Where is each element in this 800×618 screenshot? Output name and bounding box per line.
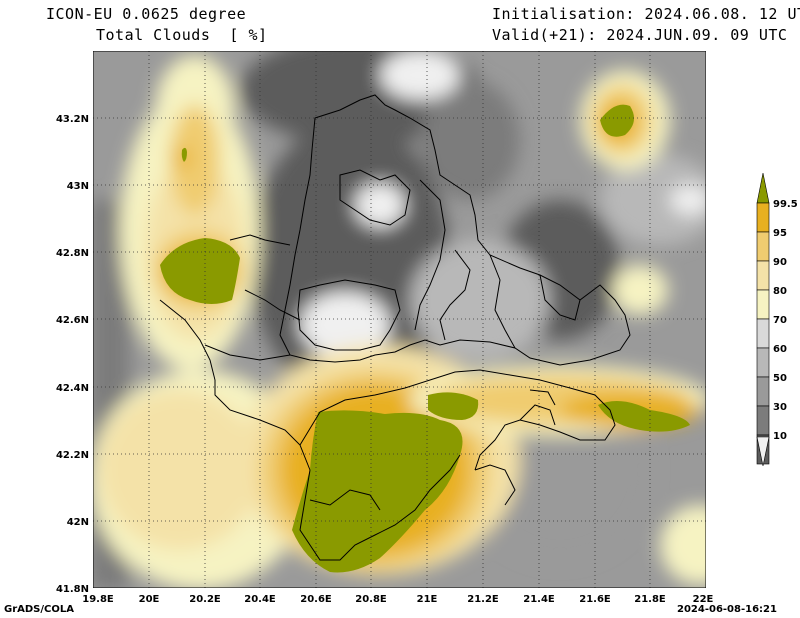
colorbar-label: 99.5 <box>773 199 798 210</box>
software-credit: GrADS/COLA <box>4 604 74 615</box>
lon-tick: 22E <box>693 594 714 605</box>
render-timestamp: 2024-06-08-16:21 <box>677 604 777 615</box>
colorbar-label: 60 <box>773 344 787 355</box>
lat-lon-grid <box>93 51 706 588</box>
lat-tick: 42N <box>67 517 89 528</box>
colorbar-label: 95 <box>773 228 787 239</box>
lon-tick: 20.2E <box>189 594 221 605</box>
lon-tick: 20E <box>139 594 160 605</box>
colorbar-label: 30 <box>773 402 787 413</box>
lon-tick: 20.6E <box>300 594 332 605</box>
valid-time: Valid(+21): 2024.JUN.09. 09 UTC <box>492 26 788 44</box>
lon-tick: 21.2E <box>467 594 499 605</box>
lat-tick: 42.4N <box>56 383 89 394</box>
colorbar-bottom-arrow <box>756 436 770 467</box>
lon-tick: 20.4E <box>244 594 276 605</box>
lon-tick: 21E <box>417 594 438 605</box>
lon-tick: 21.4E <box>523 594 555 605</box>
lon-axis-labels: 19.8E 20E 20.2E 20.4E 20.6E 20.8E 21E 21… <box>82 594 713 605</box>
lat-axis-labels: 43.2N 43N 42.8N 42.6N 42.4N 42.2N 42N 41… <box>56 114 89 595</box>
lat-tick: 42.2N <box>56 450 89 461</box>
colorbar-label: 80 <box>773 286 787 297</box>
init-time: Initialisation: 2024.06.08. 12 UTC <box>492 5 800 23</box>
lat-tick: 43.2N <box>56 114 89 125</box>
lon-tick: 20.8E <box>355 594 387 605</box>
cloud-field <box>93 51 706 588</box>
lon-tick: 21.8E <box>634 594 666 605</box>
lat-tick: 41.8N <box>56 584 89 595</box>
colorbar: 99.5 95 90 80 70 60 50 30 10 <box>756 172 798 467</box>
field-title: Total Clouds [ %] <box>96 26 268 44</box>
colorbar-label: 10 <box>773 431 787 442</box>
lat-tick: 43N <box>67 181 89 192</box>
colorbar-label: 90 <box>773 257 787 268</box>
model-title: ICON-EU 0.0625 degree <box>46 5 247 23</box>
colorbar-label: 70 <box>773 315 787 326</box>
lat-tick: 42.6N <box>56 315 89 326</box>
admin-borders <box>159 94 631 561</box>
colorbar-label: 50 <box>773 373 787 384</box>
colorbar-top-arrow <box>756 172 770 204</box>
lat-tick: 42.8N <box>56 248 89 259</box>
lon-tick: 19.8E <box>82 594 114 605</box>
lon-tick: 21.6E <box>579 594 611 605</box>
